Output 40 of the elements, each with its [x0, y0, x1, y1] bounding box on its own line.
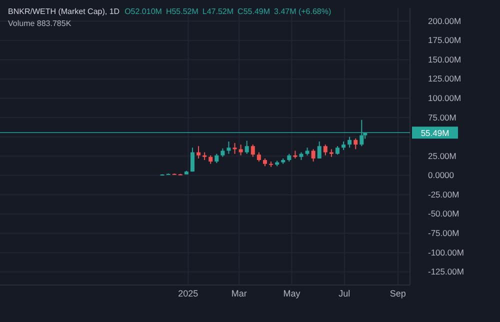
- y-tick-label: -50.00M: [428, 208, 460, 219]
- candlestick: [226, 140, 231, 154]
- candlestick: [232, 142, 237, 154]
- y-tick-label: 125.00M: [428, 74, 462, 84]
- chart-title: BNKR/WETH (Market Cap), 1D: [8, 7, 120, 16]
- annotation: C55.49M: [238, 7, 270, 16]
- y-tick-label: 100.00M: [428, 92, 462, 103]
- x-tick-label: Mar: [231, 288, 247, 298]
- annotation: O52.010M: [124, 7, 162, 16]
- y-tick-label: -125.00M: [428, 266, 464, 277]
- candlestick: [256, 152, 261, 162]
- candlestick: [196, 146, 201, 159]
- y-tick-label: 0.0000: [428, 170, 454, 180]
- candlestick: [317, 140, 322, 159]
- y-tick-label: 200.00M: [428, 16, 462, 26]
- y-tick-label: 150.00M: [428, 54, 462, 64]
- candlestick: [348, 136, 352, 148]
- candlestick: [250, 144, 255, 158]
- y-tick-label: 75.00M: [428, 112, 456, 122]
- annotation: Volume 883.785K: [8, 19, 72, 28]
- y-tick-label: -100.00M: [428, 247, 464, 258]
- x-tick-label: Jul: [338, 288, 350, 298]
- candlestick: [214, 153, 219, 164]
- y-tick-label: 175.00M: [428, 35, 462, 46]
- candlestick: [323, 144, 328, 156]
- candlestick: [311, 148, 316, 162]
- x-tick-label: May: [283, 288, 301, 298]
- y-tick-label: 25.00M: [428, 150, 456, 161]
- candlestick: [190, 147, 194, 172]
- candlestick: [244, 140, 249, 154]
- x-tick-label: 2025: [178, 288, 198, 298]
- annotation: H55.52M: [166, 7, 199, 16]
- y-tick-label: -75.00M: [428, 228, 460, 238]
- x-tick-label: Sep: [390, 288, 406, 298]
- annotation: L47.52M: [202, 7, 234, 16]
- candlestick: [238, 144, 243, 156]
- ref-line-label: 55.49M: [420, 128, 450, 138]
- annotation: 3.47M (+6.68%): [274, 7, 332, 16]
- y-tick-label: -25.00M: [428, 189, 460, 200]
- candlestick: [354, 138, 358, 150]
